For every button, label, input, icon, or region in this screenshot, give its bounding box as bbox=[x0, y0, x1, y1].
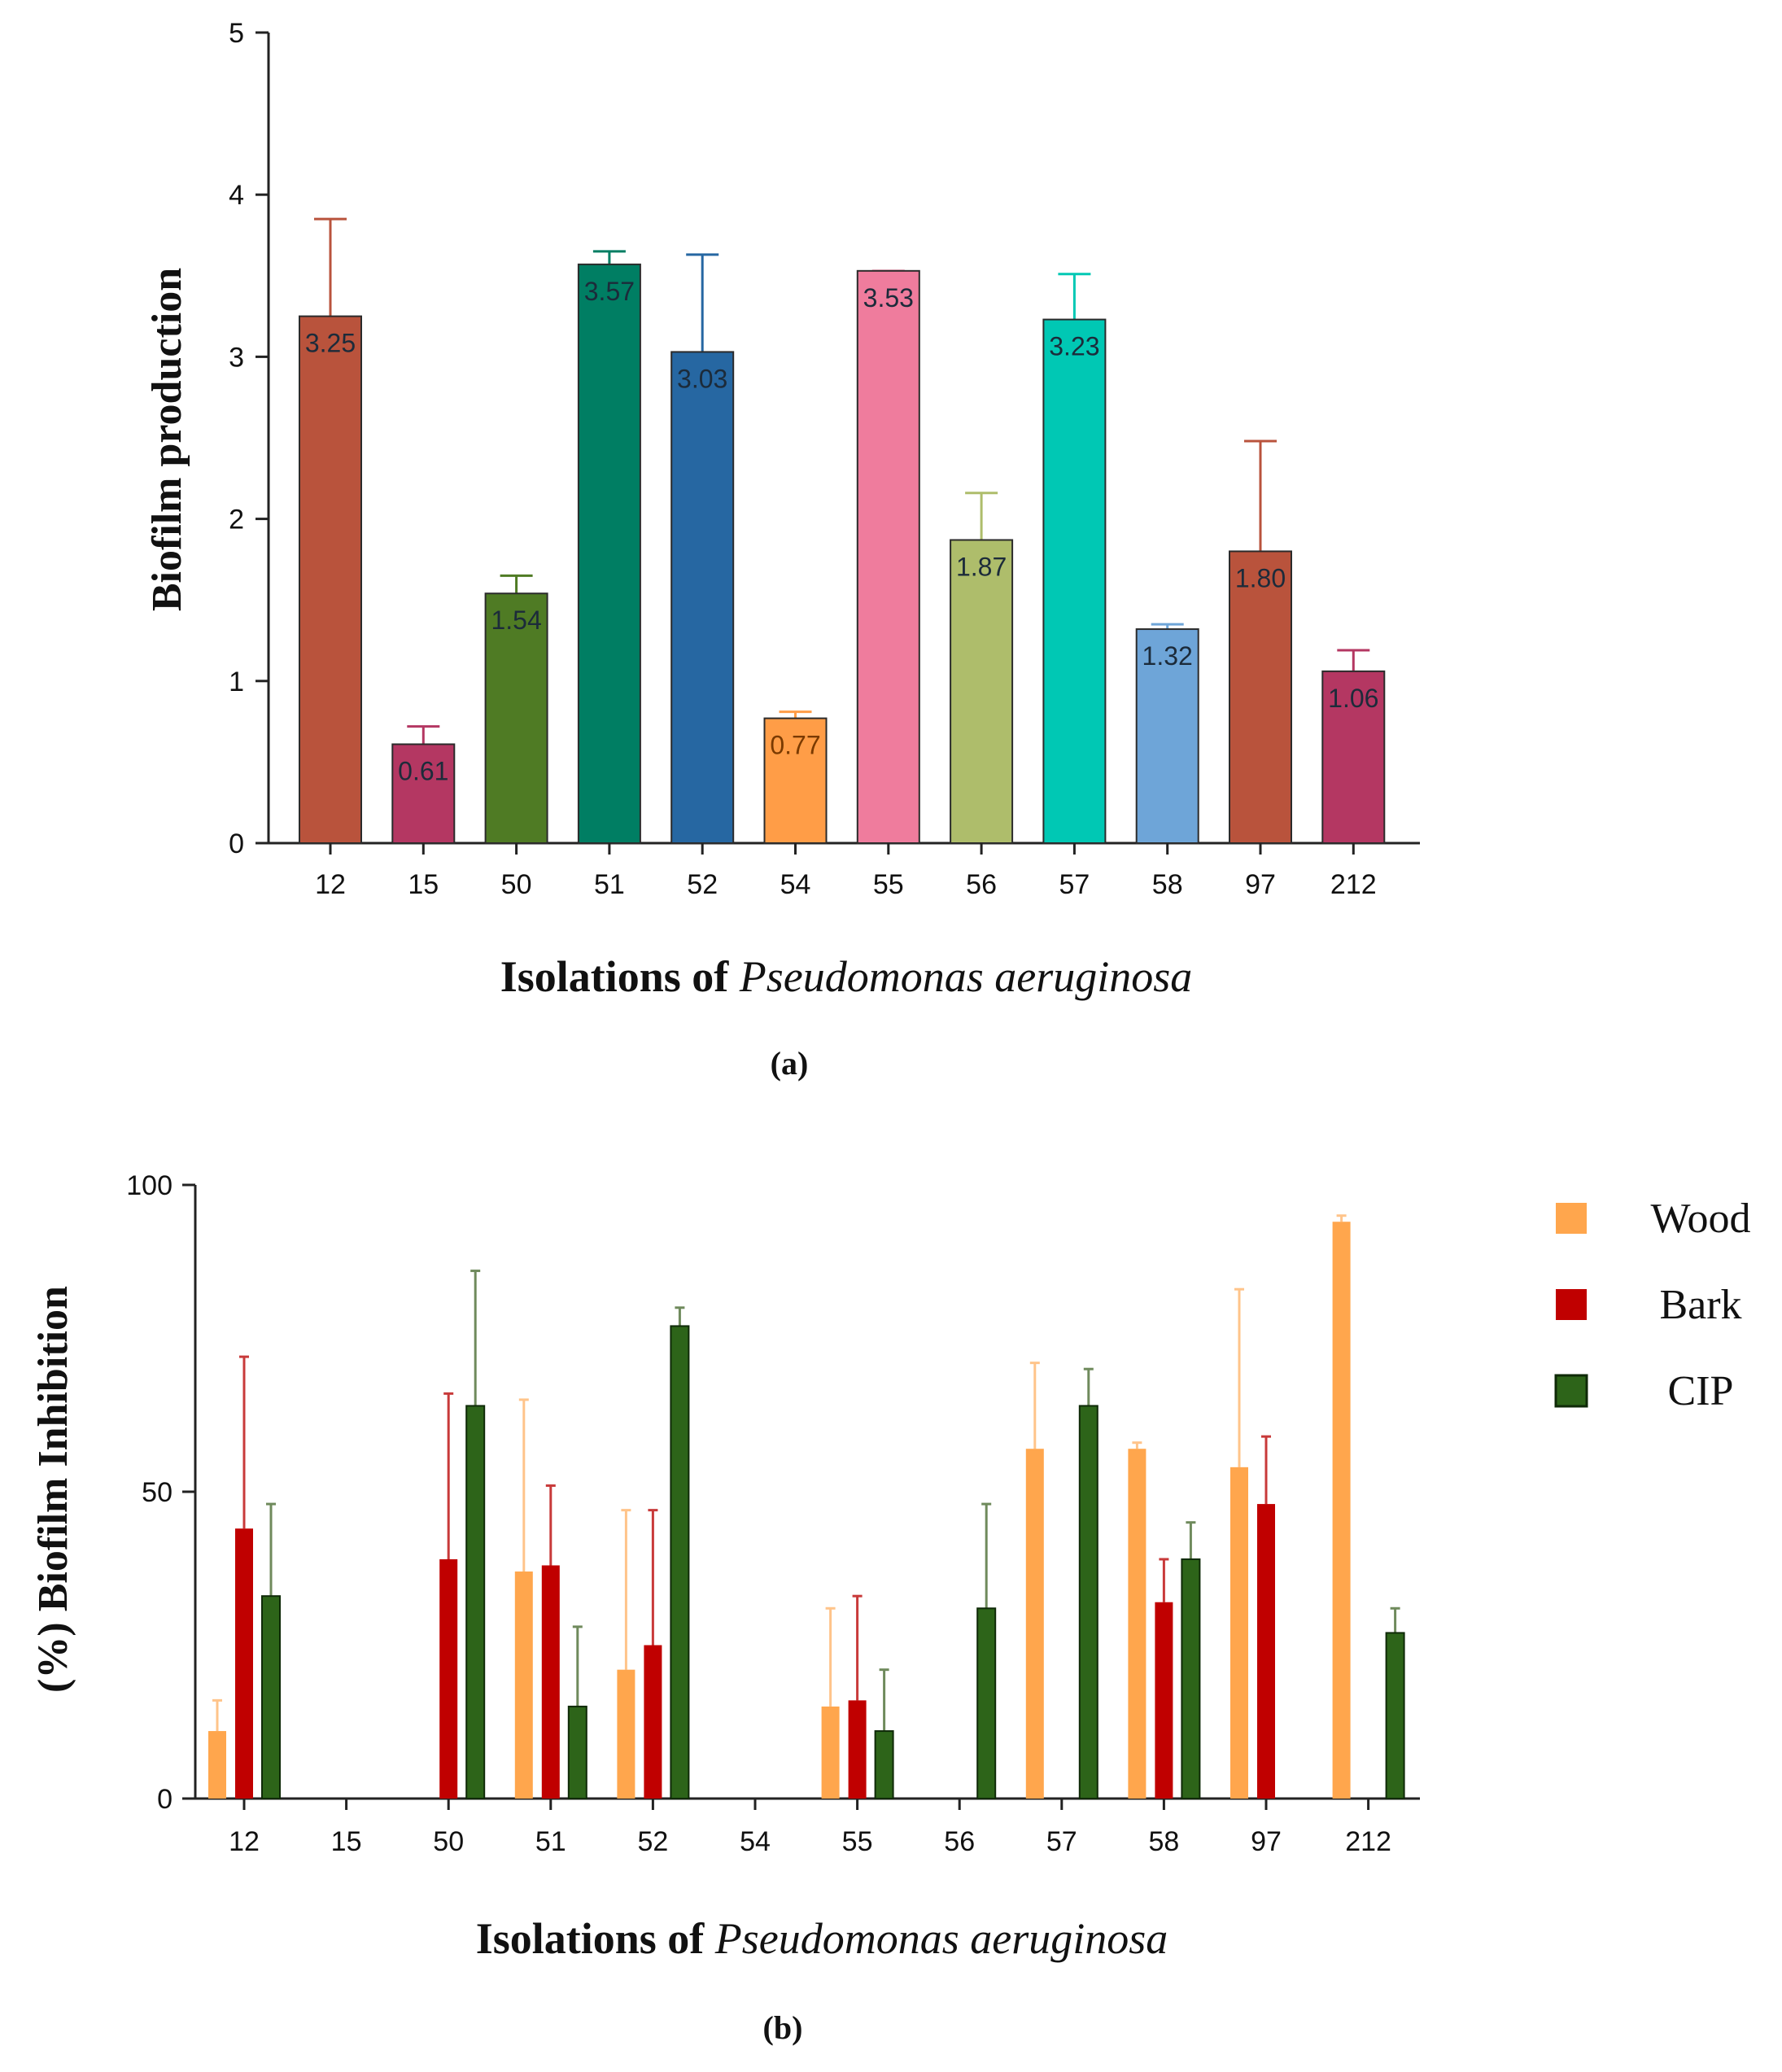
x-tick-label: 15 bbox=[331, 1826, 362, 1857]
x-tick-label: 54 bbox=[780, 869, 811, 900]
bar-cip-58 bbox=[1181, 1558, 1201, 1799]
bar-wood-58 bbox=[1128, 1449, 1147, 1799]
bar-value-label: 0.61 bbox=[398, 756, 448, 785]
y-axis-title: Biofilm production bbox=[144, 268, 190, 611]
bar-bark-58 bbox=[1155, 1602, 1173, 1799]
x-tick-label: 12 bbox=[315, 869, 346, 900]
x-tick-label: 52 bbox=[637, 1826, 668, 1857]
legend: Wood Bark CIP bbox=[1554, 1196, 1751, 1414]
legend-swatch-wood bbox=[1556, 1203, 1587, 1234]
x-tick-label: 58 bbox=[1152, 869, 1183, 900]
y-tick-label: 2 bbox=[229, 505, 244, 535]
y-axis-title: (%) Biofilm Inhibition bbox=[30, 1286, 76, 1693]
x-tick-label: 52 bbox=[687, 869, 718, 900]
legend-label-cip: CIP bbox=[1668, 1368, 1734, 1414]
bar-bark-50 bbox=[439, 1558, 458, 1799]
x-tick-label: 15 bbox=[408, 869, 439, 900]
x-tick-label: 56 bbox=[966, 869, 997, 900]
x-tick-label: 51 bbox=[594, 869, 625, 900]
legend-label-bark: Bark bbox=[1659, 1282, 1741, 1328]
bar-value-label: 1.87 bbox=[956, 552, 1007, 581]
bar-bark-55 bbox=[848, 1700, 867, 1799]
legend-swatch-cip bbox=[1554, 1374, 1588, 1408]
bar-51 bbox=[577, 263, 641, 844]
bar-value-label: 1.06 bbox=[1328, 684, 1378, 713]
bar-12 bbox=[299, 315, 362, 845]
x-axis-title: Isolations of Pseudomonas aeruginosa bbox=[476, 1914, 1168, 1963]
panel-label-a: (a) bbox=[771, 1045, 809, 1082]
bar-52 bbox=[670, 351, 735, 844]
bar-15 bbox=[391, 743, 456, 844]
bar-wood-12 bbox=[208, 1731, 226, 1799]
bar-97 bbox=[1229, 550, 1292, 844]
bar-wood-57 bbox=[1025, 1449, 1044, 1799]
bar-wood-212 bbox=[1332, 1222, 1351, 1799]
x-tick-label: 57 bbox=[1059, 869, 1090, 900]
x-tick-label: 54 bbox=[740, 1826, 771, 1857]
bar-value-label: 3.25 bbox=[305, 329, 356, 358]
y-tick-label: 1 bbox=[229, 667, 244, 697]
bar-bark-51 bbox=[541, 1565, 560, 1799]
bar-58 bbox=[1135, 628, 1199, 845]
bar-cip-52 bbox=[670, 1325, 690, 1800]
bar-wood-55 bbox=[821, 1706, 840, 1799]
y-tick-label: 3 bbox=[229, 342, 244, 373]
bar-value-label: 3.57 bbox=[584, 277, 635, 306]
x-tick-label: 50 bbox=[501, 869, 532, 900]
x-tick-label: 212 bbox=[1330, 869, 1377, 900]
x-axis-title-species: Pseudomonas aeruginosa bbox=[714, 1914, 1168, 1963]
bar-cip-212 bbox=[1385, 1632, 1405, 1800]
x-tick-label: 58 bbox=[1148, 1826, 1179, 1857]
y-tick-label: 0 bbox=[157, 1784, 173, 1815]
bar-56 bbox=[950, 539, 1014, 844]
bar-cip-50 bbox=[465, 1405, 486, 1799]
bar-value-label: 3.23 bbox=[1049, 332, 1099, 361]
x-tick-label: 56 bbox=[944, 1826, 975, 1857]
bar-57 bbox=[1042, 318, 1107, 845]
chart-a-biofilm-production: 0123453.25120.61151.54503.57513.03520.77… bbox=[144, 18, 1420, 1082]
bar-cip-12 bbox=[261, 1595, 281, 1800]
legend-swatch-bark bbox=[1556, 1289, 1587, 1320]
x-tick-label: 12 bbox=[229, 1826, 260, 1857]
y-tick-label: 5 bbox=[229, 18, 244, 49]
x-axis-title-prefix: Isolations of bbox=[500, 952, 740, 1001]
bar-wood-97 bbox=[1230, 1467, 1248, 1799]
x-axis-title-prefix: Isolations of bbox=[476, 1914, 715, 1963]
bar-55 bbox=[856, 269, 920, 845]
x-tick-label: 212 bbox=[1345, 1826, 1391, 1857]
bar-wood-52 bbox=[617, 1669, 635, 1799]
bar-cip-51 bbox=[567, 1705, 587, 1799]
x-tick-label: 55 bbox=[873, 869, 904, 900]
bar-wood-51 bbox=[514, 1571, 533, 1799]
bar-value-label: 1.32 bbox=[1142, 641, 1193, 671]
chart-b-biofilm-inhibition: 0 50 100 12 15 50 51 52 54 55 56 57 58 97 212 (%) Biofi… bbox=[30, 1170, 1750, 2046]
x-tick-label: 97 bbox=[1245, 869, 1276, 900]
legend-label-wood: Wood bbox=[1651, 1196, 1751, 1242]
x-axis-title: Isolations of Pseudomonas aeruginosa bbox=[500, 952, 1193, 1001]
bar-bark-97 bbox=[1257, 1504, 1275, 1799]
bar-value-label: 3.03 bbox=[677, 364, 727, 393]
y-tick-label: 50 bbox=[142, 1477, 173, 1508]
x-tick-label: 50 bbox=[433, 1826, 464, 1857]
bar-cip-56 bbox=[976, 1607, 997, 1800]
y-tick-label: 0 bbox=[229, 828, 244, 859]
y-tick-label: 4 bbox=[229, 180, 244, 211]
x-tick-label: 55 bbox=[842, 1826, 873, 1857]
x-axis-title-species: Pseudomonas aeruginosa bbox=[739, 952, 1192, 1001]
x-tick-label: 51 bbox=[535, 1826, 566, 1857]
bar-value-label: 0.77 bbox=[770, 731, 820, 760]
bar-bark-12 bbox=[235, 1528, 253, 1799]
bar-value-label: 3.53 bbox=[863, 283, 914, 313]
bar-value-label: 1.80 bbox=[1235, 563, 1286, 592]
y-tick-label: 100 bbox=[126, 1170, 173, 1201]
bar-cip-55 bbox=[874, 1730, 894, 1800]
bar-cip-57 bbox=[1078, 1405, 1098, 1799]
bar-212 bbox=[1321, 670, 1386, 845]
panel-label-b: (b) bbox=[763, 2009, 803, 2046]
bar-value-label: 1.54 bbox=[491, 605, 541, 635]
x-tick-label: 57 bbox=[1046, 1826, 1077, 1857]
bar-bark-52 bbox=[644, 1645, 662, 1799]
x-tick-label: 97 bbox=[1251, 1826, 1282, 1857]
